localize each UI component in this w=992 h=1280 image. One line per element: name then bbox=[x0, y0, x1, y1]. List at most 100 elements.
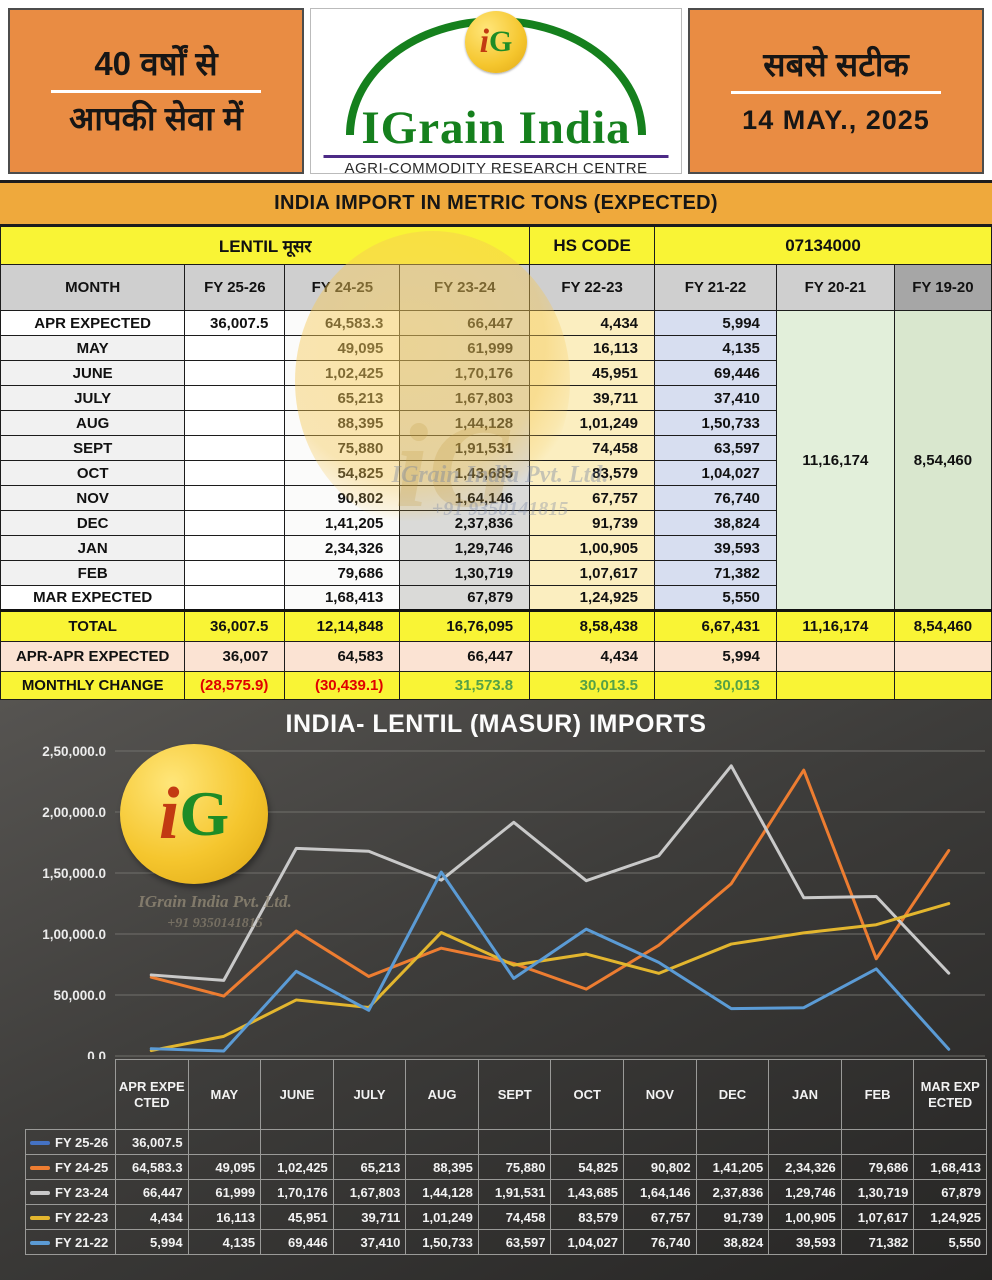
value-cell: (28,575.9) bbox=[184, 671, 286, 700]
value-cell: 1,30,719 bbox=[399, 560, 531, 586]
chart-value-cell: 1,04,027 bbox=[550, 1229, 625, 1255]
chart-value-cell: 83,579 bbox=[550, 1204, 625, 1230]
banner-left-rule bbox=[51, 89, 261, 93]
value-cell: 65,213 bbox=[284, 385, 401, 411]
chart-value-cell: 54,825 bbox=[550, 1154, 625, 1180]
chart-value-cell: 63,597 bbox=[477, 1229, 552, 1255]
row-label: MONTHLY CHANGE bbox=[0, 671, 186, 700]
value-cell: 8,58,438 bbox=[529, 609, 656, 642]
x-axis-category: SEPT bbox=[477, 1059, 552, 1130]
chart-value-cell: 1,44,128 bbox=[405, 1179, 479, 1205]
legend-label: FY 25-26 bbox=[55, 1134, 109, 1150]
chart-value-cell: 45,951 bbox=[260, 1204, 334, 1230]
brand-rule bbox=[323, 155, 669, 158]
column-header-fy-25-26: FY 25-26 bbox=[184, 264, 286, 311]
aprapr-row: APR-APR EXPECTED 36,007 64,583 66,447 4,434 5… bbox=[0, 641, 992, 672]
report-title: INDIA IMPORT IN METRIC TONS (EXPECTED) bbox=[0, 180, 992, 226]
value-cell: 76,740 bbox=[654, 485, 777, 511]
chart-value-cell: 65,213 bbox=[332, 1154, 407, 1180]
month-row: FEB 79,686 1,30,719 1,07,617 71,382 bbox=[0, 560, 992, 586]
chart-value-cell: 16,113 bbox=[187, 1204, 262, 1230]
legend-label: FY 23-24 bbox=[55, 1184, 109, 1200]
month-label: MAR EXPECTED bbox=[0, 585, 186, 611]
series-line-fy-24-25 bbox=[149, 768, 951, 998]
x-axis-category: MAR EXPECTED bbox=[913, 1059, 987, 1130]
legend-item: FY 24-25 bbox=[25, 1154, 116, 1180]
column-header-fy-22-23: FY 22-23 bbox=[529, 264, 656, 311]
value-cell: 69,446 bbox=[654, 360, 777, 386]
x-axis-category: AUG bbox=[405, 1059, 479, 1130]
chart-value-cell bbox=[695, 1129, 770, 1155]
brand-subtitle: AGRI-COMMODITY RESEARCH CENTRE bbox=[344, 160, 648, 174]
chart-value-cell: 64,583.3 bbox=[115, 1154, 189, 1180]
value-cell: 90,802 bbox=[284, 485, 401, 511]
x-axis-category: JAN bbox=[768, 1059, 842, 1130]
row-label: APR-APR EXPECTED bbox=[0, 641, 186, 672]
legend-label: FY 21-22 bbox=[55, 1234, 109, 1250]
legend-label: FY 22-23 bbox=[55, 1209, 109, 1225]
month-label: APR EXPECTED bbox=[0, 310, 186, 336]
chart-value-cell: 71,382 bbox=[840, 1229, 915, 1255]
month-label: OCT bbox=[0, 460, 186, 486]
column-header-fy-19-20: FY 19-20 bbox=[893, 264, 992, 311]
value-cell: 63,597 bbox=[654, 435, 777, 461]
value-cell: 1,67,803 bbox=[399, 385, 531, 411]
value-cell: 11,16,174 bbox=[775, 609, 895, 642]
value-cell: 2,34,326 bbox=[284, 535, 401, 561]
chart-value-cell: 38,824 bbox=[695, 1229, 770, 1255]
chart-value-cell: 1,68,413 bbox=[913, 1154, 987, 1180]
x-axis-category: OCT bbox=[550, 1059, 625, 1130]
value-cell: 79,686 bbox=[284, 560, 401, 586]
value-cell: 31,573.8 bbox=[399, 671, 531, 700]
banner-left-line2: आपकी सेवा में bbox=[69, 99, 243, 137]
legend-key-icon bbox=[30, 1216, 50, 1221]
legend-key-icon bbox=[30, 1191, 50, 1196]
chart-table-header-row: APR EXPECTED MAY JUNE JULY AUG SEPT OCT NOV DEC J… bbox=[25, 1059, 987, 1130]
chart-value-cell: 2,37,836 bbox=[695, 1179, 770, 1205]
value-cell: 1,02,425 bbox=[284, 360, 401, 386]
value-cell: 83,579 bbox=[529, 460, 656, 486]
chart-value-cell: 66,447 bbox=[115, 1179, 189, 1205]
value-cell bbox=[184, 410, 286, 436]
value-cell: 36,007.5 bbox=[184, 609, 286, 642]
value-cell bbox=[184, 460, 286, 486]
legend-item: FY 22-23 bbox=[25, 1204, 116, 1230]
chart-value-cell: 67,879 bbox=[913, 1179, 987, 1205]
chart-value-cell bbox=[913, 1129, 987, 1155]
chart-value-cell bbox=[768, 1129, 842, 1155]
value-cell: 36,007 bbox=[184, 641, 286, 672]
y-axis-tick-label: 2,50,000.0 bbox=[42, 744, 106, 759]
chart-value-cell: 1,64,146 bbox=[623, 1179, 697, 1205]
value-cell bbox=[184, 435, 286, 461]
monthly-row: MONTHLY CHANGE (28,575.9) (30,439.1) 31,573… bbox=[0, 671, 992, 700]
value-cell: 2,37,836 bbox=[399, 510, 531, 536]
value-cell: 4,434 bbox=[529, 310, 656, 336]
total-row: TOTAL 36,007.5 12,14,848 16,76,095 8,58,438 6… bbox=[0, 609, 992, 642]
value-cell: 64,583.3 bbox=[284, 310, 401, 336]
chart-value-cell: 2,34,326 bbox=[768, 1154, 842, 1180]
value-cell: 67,879 bbox=[399, 585, 531, 611]
month-label: FEB bbox=[0, 560, 186, 586]
chart-value-cell bbox=[332, 1129, 407, 1155]
value-cell: 1,07,617 bbox=[529, 560, 656, 586]
chart-watermark-company: IGrain India Pvt. Ltd. bbox=[138, 892, 292, 911]
value-cell bbox=[893, 641, 992, 672]
chart-value-cell: 1,24,925 bbox=[913, 1204, 987, 1230]
chart-value-cell: 4,135 bbox=[187, 1229, 262, 1255]
chart-value-cell: 90,802 bbox=[623, 1154, 697, 1180]
legend-item: FY 21-22 bbox=[25, 1229, 116, 1255]
value-cell bbox=[184, 560, 286, 586]
imports-chart-section: INDIA- LENTIL (MASUR) IMPORTS 0.0 50,000.… bbox=[0, 700, 992, 1280]
value-cell: (30,439.1) bbox=[284, 671, 401, 700]
subheader-row: LENTIL मूसर HS CODE 07134000 bbox=[0, 226, 992, 265]
chart-watermark-phone: +91 9350141815 bbox=[167, 916, 263, 931]
value-cell: 1,24,925 bbox=[529, 585, 656, 611]
value-cell: 16,113 bbox=[529, 335, 656, 361]
month-label: JAN bbox=[0, 535, 186, 561]
chart-data-table: APR EXPECTED MAY JUNE JULY AUG SEPT OCT NOV DEC J… bbox=[25, 1059, 987, 1255]
month-label: MAY bbox=[0, 335, 186, 361]
chart-value-cell bbox=[260, 1129, 334, 1155]
